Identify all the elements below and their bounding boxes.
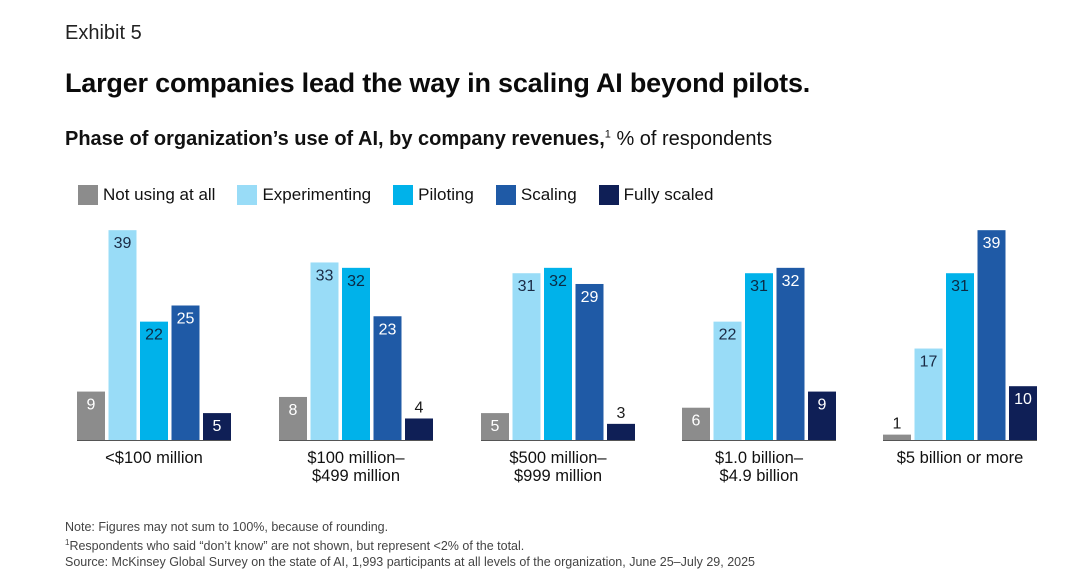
chart-legend: Not using at all Experimenting Piloting … [78, 185, 713, 205]
chart-title: Larger companies lead the way in scaling… [65, 68, 811, 98]
bar-value-label: 1 [893, 416, 902, 433]
bar [946, 273, 974, 440]
bar-value-label: 39 [983, 235, 1001, 252]
category-label: $1.0 billion– [715, 449, 804, 467]
legend-swatch [78, 185, 98, 205]
bar [481, 413, 509, 440]
bar [914, 348, 943, 440]
bar [171, 305, 200, 440]
bar-value-label: 32 [549, 273, 567, 290]
bar-value-label: 9 [818, 397, 827, 414]
bar-value-label: 25 [177, 311, 195, 328]
legend-swatch [495, 185, 516, 205]
bar-value-label: 33 [316, 267, 334, 284]
category-label: <$100 million [105, 449, 203, 467]
bar [745, 273, 773, 440]
bar [405, 418, 433, 440]
bar-value-label: 8 [289, 402, 298, 419]
legend-item-piloting: Piloting [393, 185, 474, 205]
bar-value-label: 17 [920, 354, 938, 371]
legend-label: Not using at all [103, 185, 216, 204]
bar [776, 267, 805, 440]
bar [713, 321, 742, 440]
bar [544, 267, 572, 440]
bar [140, 321, 168, 440]
note-source: Source: McKinsey Global Survey on the st… [65, 555, 755, 570]
category-label: $999 million [514, 467, 602, 485]
bar [575, 283, 604, 440]
chart-subtitle: Phase of organization’s use of AI, by co… [65, 128, 772, 151]
bar [808, 391, 836, 440]
note-dont-know: 1Respondents who said “don’t know” are n… [65, 535, 755, 554]
bar-value-label: 9 [87, 397, 96, 414]
category-label: $499 million [312, 467, 400, 485]
bar-value-label: 29 [581, 289, 599, 306]
legend-label: Scaling [520, 185, 577, 204]
bar [77, 391, 105, 440]
subtitle-footnote-marker: 1 [604, 128, 611, 141]
bar-value-label: 31 [518, 278, 536, 295]
bar [203, 413, 231, 440]
legend-swatch [393, 185, 414, 205]
exhibit-label: Exhibit 5 [65, 22, 142, 44]
legend-label: Fully scaled [623, 185, 714, 204]
note-marker: 1 [65, 538, 70, 547]
note-rounding: Note: Figures may not sum to 100%, becau… [65, 520, 389, 534]
category-label: $5 billion or more [897, 449, 1024, 467]
bar-value-label: 10 [1014, 391, 1032, 408]
footnotes: Note: Figures may not sum to 100%, becau… [65, 519, 755, 570]
bar [373, 316, 402, 440]
bar-value-label: 4 [415, 399, 424, 416]
category-label: $4.9 billion [720, 467, 799, 485]
bar-value-label: 5 [213, 418, 222, 435]
bar [682, 407, 710, 440]
bar-value-label: 31 [951, 278, 969, 295]
bar [1009, 386, 1037, 440]
legend-swatch [237, 185, 258, 205]
legend-item-not-using: Not using at all [78, 185, 215, 205]
legend-label: Experimenting [262, 185, 372, 204]
bar [342, 267, 370, 440]
bar [279, 396, 307, 440]
bar-value-label: 32 [782, 273, 800, 290]
bar-value-label: 23 [379, 321, 397, 338]
bar-value-label: 6 [692, 413, 701, 430]
legend-item-experimenting: Experimenting [237, 185, 371, 205]
category-label: $100 million– [307, 449, 405, 467]
bar-value-label: 3 [617, 405, 626, 422]
bar [310, 262, 339, 440]
bar-value-label: 22 [145, 327, 163, 344]
bar [108, 230, 137, 440]
bar-value-label: 32 [347, 273, 365, 290]
bar [977, 230, 1006, 440]
bar [607, 423, 635, 440]
category-label: $500 million– [509, 449, 607, 467]
bar-value-label: 22 [719, 327, 737, 344]
legend-item-fully-scaled: Fully scaled [598, 185, 714, 205]
bar-value-label: 31 [750, 278, 768, 295]
bar [512, 273, 541, 440]
subtitle-unit: % of respondents [610, 128, 773, 150]
legend-item-scaling: Scaling [495, 185, 577, 205]
subtitle-bold: Phase of organization’s use of AI, by co… [65, 128, 605, 150]
bar-value-label: 5 [491, 418, 500, 435]
legend-swatch [598, 185, 619, 205]
bar-value-label: 39 [114, 235, 132, 252]
note-dont-know-text: Respondents who said “don’t know” are no… [69, 539, 525, 554]
bar [883, 434, 911, 440]
legend-label: Piloting [418, 185, 474, 204]
